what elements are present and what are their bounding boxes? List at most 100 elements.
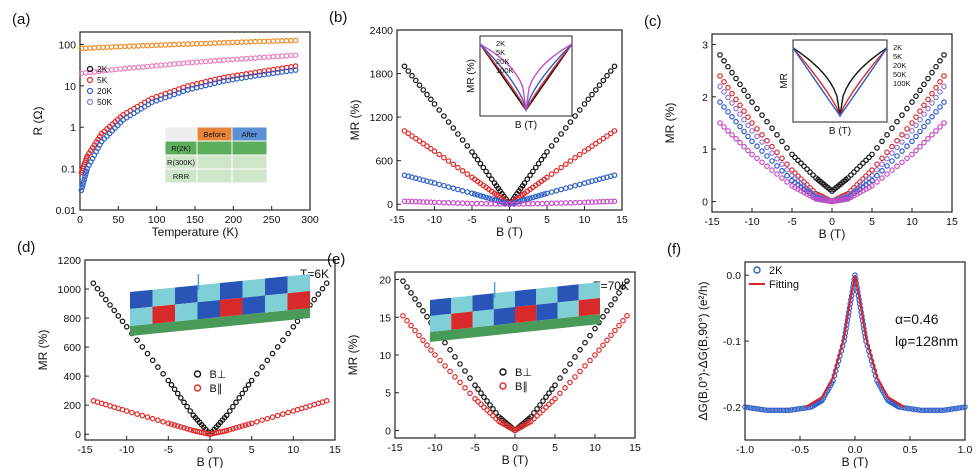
- series-pink: [78, 52, 299, 77]
- data-point: [562, 384, 568, 391]
- data-point: [155, 417, 161, 424]
- data-point: [717, 83, 723, 90]
- panel-f: (f) -1.0 -0.5 0.0 0.5 1.0 0.0 -0.1 -0.2 B (T) ΔG(B…: [667, 241, 972, 468]
- data-point: [493, 410, 499, 416]
- table-cell: [231, 168, 268, 184]
- data-point: [933, 128, 939, 134]
- data-point: [942, 407, 949, 413]
- data-point: [607, 198, 614, 205]
- data-point: [126, 43, 133, 50]
- data-point: [543, 394, 549, 400]
- data-point: [280, 337, 286, 344]
- data-point: [452, 354, 458, 360]
- data-point: [754, 105, 760, 112]
- data-point: [909, 151, 915, 158]
- data-point: [741, 143, 747, 150]
- data-point: [576, 151, 583, 158]
- data-point: [408, 322, 414, 329]
- data-point: [236, 424, 243, 430]
- data-point: [264, 357, 271, 364]
- data-point: [929, 90, 935, 97]
- y-tick-label: 1800: [370, 69, 394, 81]
- data-point: [759, 132, 765, 138]
- data-point: [869, 151, 875, 158]
- data-point: [400, 278, 406, 284]
- data-point: [917, 128, 923, 135]
- panel-label: (a): [12, 11, 30, 28]
- data-point: [544, 174, 550, 181]
- data-point: [921, 123, 927, 130]
- data-point: [292, 67, 299, 73]
- data-point: [160, 370, 166, 377]
- data-point: [424, 143, 430, 149]
- data-point: [951, 405, 957, 412]
- data-point: [437, 357, 443, 364]
- data-point: [294, 318, 301, 325]
- inset-legend-entry: 100K: [496, 66, 514, 75]
- data-point: [290, 323, 297, 330]
- y-tick-label: 10: [379, 350, 391, 362]
- data-point: [269, 350, 276, 357]
- data-point: [869, 183, 875, 189]
- data-point: [749, 128, 755, 134]
- table-cell-text: RRR: [173, 172, 190, 181]
- data-point: [909, 138, 915, 145]
- data-point: [929, 100, 935, 106]
- data-point: [755, 406, 762, 412]
- data-point: [441, 113, 447, 119]
- y-tick-label: 2: [702, 92, 708, 104]
- data-point: [725, 84, 731, 91]
- data-point: [104, 133, 110, 140]
- legend-entry: B∥: [515, 381, 528, 393]
- data-point: [774, 155, 780, 162]
- data-point: [98, 291, 105, 297]
- data-point: [483, 194, 489, 201]
- data-point: [759, 159, 765, 166]
- legend-marker: [193, 370, 202, 378]
- data-point: [178, 395, 184, 401]
- data-point: [107, 302, 113, 308]
- data-point: [225, 39, 232, 46]
- data-point: [764, 407, 770, 414]
- panel-a: (a)0 50 100 150 200 250 3000.010.1110100Temper…: [12, 11, 319, 239]
- data-point: [931, 407, 938, 414]
- data-point: [424, 342, 430, 349]
- lattice-tile: [130, 306, 153, 326]
- data-point: [140, 64, 146, 70]
- data-point: [915, 407, 922, 413]
- data-point: [480, 164, 487, 171]
- data-point: [144, 63, 151, 70]
- legend-entry: B⊥: [210, 369, 227, 381]
- x-tick-label: 15: [329, 444, 341, 456]
- data-point: [455, 164, 461, 171]
- data-point: [784, 167, 790, 173]
- data-point: [472, 382, 478, 389]
- inset-y-label: MR (%): [466, 59, 477, 93]
- data-point: [737, 123, 743, 130]
- data-point: [469, 200, 475, 207]
- data-point: [774, 132, 780, 138]
- data-point: [784, 161, 790, 168]
- data-point: [416, 332, 422, 339]
- lattice-tile: [242, 295, 265, 315]
- data-point: [917, 87, 923, 94]
- data-point: [611, 128, 618, 134]
- data-point: [83, 171, 89, 177]
- data-point: [562, 161, 569, 168]
- data-point: [525, 201, 532, 207]
- data-point: [420, 307, 426, 314]
- data-point: [467, 375, 473, 381]
- data-point: [937, 407, 944, 414]
- data-point: [925, 105, 931, 112]
- data-point: [229, 39, 236, 46]
- data-point: [280, 411, 286, 417]
- y-tick-label: 1200: [370, 112, 394, 124]
- data-point: [913, 114, 919, 120]
- data-point: [945, 406, 952, 413]
- data-point: [474, 156, 481, 163]
- x-tick-label: -5: [470, 442, 479, 454]
- data-point: [764, 153, 770, 159]
- data-point: [925, 75, 931, 82]
- data-point: [779, 168, 785, 174]
- legend-marker: [86, 87, 94, 95]
